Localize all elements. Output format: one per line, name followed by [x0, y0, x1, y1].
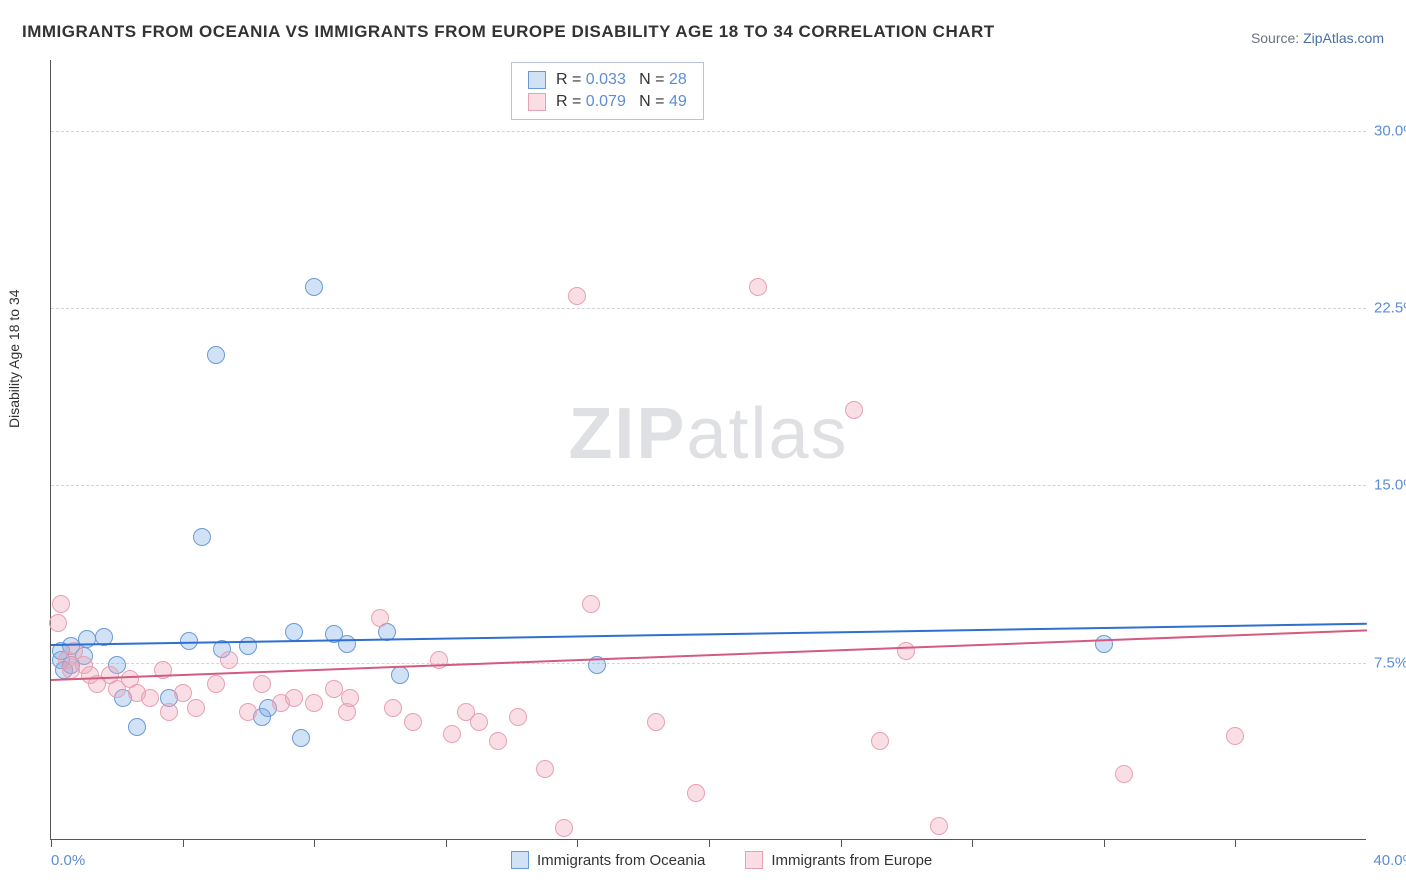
watermark-bold: ZIP — [568, 394, 686, 474]
europe-swatch — [745, 851, 763, 869]
data-point — [187, 699, 205, 717]
x-tick — [1235, 839, 1236, 847]
oceania-swatch — [511, 851, 529, 869]
data-point — [305, 278, 323, 296]
stats-text: R = 0.033 N = 28 — [556, 71, 687, 89]
correlation-stats-box: R = 0.033 N = 28 R = 0.079 N = 49 — [511, 62, 704, 120]
source-link[interactable]: ZipAtlas.com — [1303, 30, 1384, 46]
y-tick-label: 30.0% — [1374, 122, 1406, 139]
data-point — [1095, 635, 1113, 653]
data-point — [384, 699, 402, 717]
source-label: Source: — [1251, 30, 1303, 46]
watermark-light: atlas — [686, 394, 848, 474]
scatter-plot-area: ZIPatlas R = 0.033 N = 28 R = 0.079 N = … — [50, 60, 1366, 840]
data-point — [239, 703, 257, 721]
x-tick — [314, 839, 315, 847]
oceania-swatch — [528, 71, 546, 89]
data-point — [207, 346, 225, 364]
data-point — [430, 651, 448, 669]
y-tick-label: 7.5% — [1374, 654, 1406, 671]
data-point — [174, 684, 192, 702]
data-point — [220, 651, 238, 669]
legend-item-oceania: Immigrants from Oceania — [511, 851, 705, 869]
legend-label: Immigrants from Europe — [771, 852, 932, 869]
gridline — [51, 485, 1366, 486]
data-point — [1226, 727, 1244, 745]
data-point — [285, 689, 303, 707]
legend: Immigrants from Oceania Immigrants from … — [511, 851, 932, 869]
stats-row-europe: R = 0.079 N = 49 — [528, 91, 687, 113]
data-point — [253, 675, 271, 693]
trend-line — [51, 623, 1367, 646]
watermark: ZIPatlas — [568, 393, 848, 475]
data-point — [555, 819, 573, 837]
source-attribution: Source: ZipAtlas.com — [1251, 30, 1384, 46]
data-point — [371, 609, 389, 627]
data-point — [341, 689, 359, 707]
legend-item-europe: Immigrants from Europe — [745, 851, 932, 869]
data-point — [568, 287, 586, 305]
data-point — [404, 713, 422, 731]
x-tick — [183, 839, 184, 847]
y-tick-label: 15.0% — [1374, 477, 1406, 494]
data-point — [325, 680, 343, 698]
data-point — [489, 732, 507, 750]
data-point — [292, 729, 310, 747]
data-point — [509, 708, 527, 726]
data-point — [930, 817, 948, 835]
y-axis-title: Disability Age 18 to 34 — [6, 289, 22, 428]
x-tick — [446, 839, 447, 847]
data-point — [49, 614, 67, 632]
x-axis-max-label: 40.0% — [1373, 852, 1406, 869]
data-point — [871, 732, 889, 750]
stats-text: R = 0.079 N = 49 — [556, 93, 687, 111]
data-point — [285, 623, 303, 641]
legend-label: Immigrants from Oceania — [537, 852, 705, 869]
data-point — [1115, 765, 1133, 783]
data-point — [128, 718, 146, 736]
data-point — [470, 713, 488, 731]
data-point — [897, 642, 915, 660]
data-point — [305, 694, 323, 712]
data-point — [687, 784, 705, 802]
gridline — [51, 131, 1366, 132]
data-point — [391, 666, 409, 684]
x-axis-min-label: 0.0% — [51, 852, 85, 869]
stats-row-oceania: R = 0.033 N = 28 — [528, 69, 687, 91]
data-point — [207, 675, 225, 693]
data-point — [141, 689, 159, 707]
europe-swatch — [528, 93, 546, 111]
data-point — [160, 703, 178, 721]
data-point — [193, 528, 211, 546]
data-point — [647, 713, 665, 731]
x-tick — [972, 839, 973, 847]
data-point — [749, 278, 767, 296]
gridline — [51, 308, 1366, 309]
data-point — [582, 595, 600, 613]
data-point — [338, 635, 356, 653]
x-tick — [577, 839, 578, 847]
chart-title: IMMIGRANTS FROM OCEANIA VS IMMIGRANTS FR… — [22, 22, 995, 42]
data-point — [52, 595, 70, 613]
x-tick — [1104, 839, 1105, 847]
data-point — [845, 401, 863, 419]
gridline — [51, 663, 1366, 664]
data-point — [536, 760, 554, 778]
x-tick — [51, 839, 52, 847]
data-point — [443, 725, 461, 743]
x-tick — [841, 839, 842, 847]
x-tick — [709, 839, 710, 847]
y-tick-label: 22.5% — [1374, 300, 1406, 317]
